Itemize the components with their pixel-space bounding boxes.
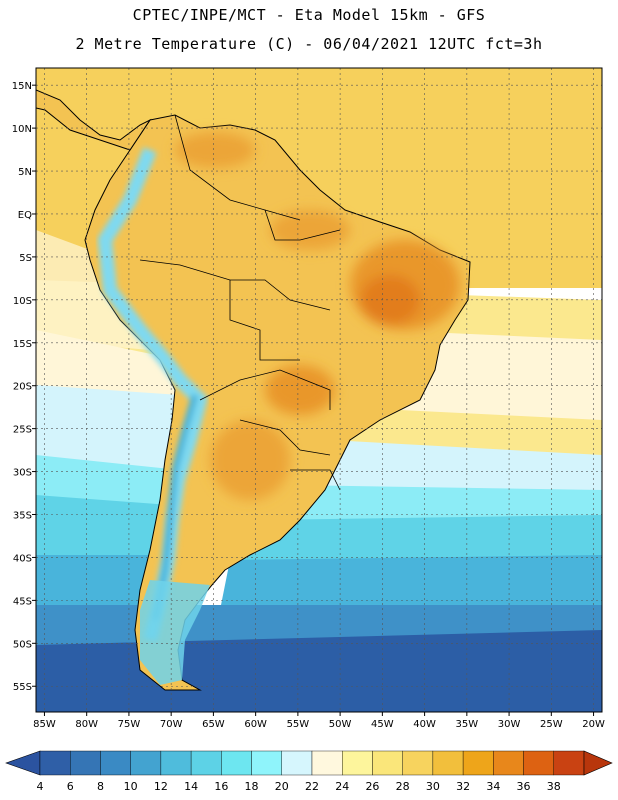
legend-tick-label: 24: [335, 780, 349, 793]
temperature-map[interactable]: 15N 10N 5N EQ 5S 10S 15S 20S 25S 30S 35S 40S 45S 50S 5…: [0, 60, 618, 742]
legend-tick-label: 32: [456, 780, 470, 793]
legend-tick-label: 28: [396, 780, 410, 793]
lon-tick-label: 30W: [498, 719, 521, 730]
chart-title: CPTEC/INPE/MCT - Eta Model 15km - GFS: [132, 6, 486, 24]
legend-swatch: [342, 750, 373, 776]
legend-swatch: [372, 750, 403, 776]
lat-tick-label: 5S: [19, 253, 32, 264]
lon-tick-label: 35W: [456, 719, 479, 730]
legend-swatch: [553, 750, 585, 776]
andes-cold-spine: [97, 147, 208, 642]
legend-swatch: [160, 750, 192, 776]
legend-swatch: [221, 750, 252, 776]
legend-swatch: [39, 750, 71, 776]
color-legend: 4 6 8 10 12 14 16 18 20 22 24 26 28 30 32 34 36 38: [5, 750, 613, 793]
legend-tick-label: 12: [154, 780, 168, 793]
legend-tick-label: 16: [214, 780, 228, 793]
lat-tick-label: 15N: [12, 81, 32, 92]
legend-swatch: [311, 750, 343, 776]
legend-swatch: [402, 750, 434, 776]
legend-tick-label: 10: [124, 780, 138, 793]
legend-swatch: [462, 750, 494, 776]
lat-tick-label: 15S: [13, 339, 32, 350]
legend-tick-label: 18: [245, 780, 259, 793]
lat-tick-label: 20S: [13, 382, 32, 393]
lon-tick-label: 50W: [329, 719, 352, 730]
lon-tick-label: 40W: [413, 719, 436, 730]
lat-tick-label: 45S: [13, 596, 32, 607]
lat-tick-label: 50S: [13, 639, 32, 650]
legend-arrow-low: [5, 750, 41, 776]
lat-tick-label: 35S: [13, 511, 32, 522]
lat-tick-label: 40S: [13, 553, 32, 564]
legend-swatch: [493, 750, 524, 776]
legend-tick-label: 30: [426, 780, 440, 793]
lon-tick-label: 25W: [540, 719, 563, 730]
chart-subtitle: 2 Metre Temperature (C) - 06/04/2021 12U…: [75, 35, 543, 53]
lon-tick-label: 20W: [582, 719, 605, 730]
legend-tick-label: 26: [365, 780, 379, 793]
legend-tick-label: 20: [275, 780, 289, 793]
lon-tick-label: 75W: [118, 719, 141, 730]
legend-arrow-high: [583, 750, 613, 776]
lon-tick-label: 45W: [371, 719, 394, 730]
lat-tick-label: 55S: [13, 682, 32, 693]
country-borders: [139, 114, 341, 491]
legend-swatch: [251, 750, 282, 776]
legend-swatch: [523, 750, 554, 776]
legend-tick-label: 38: [547, 780, 561, 793]
lon-tick-label: 80W: [75, 719, 98, 730]
lat-tick-label: 10S: [13, 296, 32, 307]
lat-tick-label: 30S: [13, 468, 32, 479]
lon-tick-label: 70W: [160, 719, 183, 730]
central-america-land: [36, 89, 152, 151]
latitude-axis: 15N 10N 5N EQ 5S 10S 15S 20S 25S 30S 35S 40S 45S 50S 5…: [12, 81, 36, 693]
lat-tick-label: 10N: [12, 124, 32, 135]
lon-tick-label: 85W: [33, 719, 56, 730]
longitude-axis: 85W 80W 75W 70W 65W 60W 55W 50W 45W 40W 35W 30W 25W 2…: [33, 712, 605, 730]
lat-tick-label: 25S: [13, 425, 32, 436]
ocean-band-mid: [36, 555, 602, 610]
map-frame: [35, 67, 603, 713]
legend-swatch: [70, 750, 101, 776]
legend-swatch: [281, 750, 313, 776]
legend-tick-label: 4: [37, 780, 44, 793]
legend-tick-label: 34: [486, 780, 500, 793]
lon-tick-label: 60W: [244, 719, 267, 730]
legend-tick-label: 22: [305, 780, 319, 793]
legend-swatch: [130, 750, 162, 776]
gridlines: [36, 68, 602, 712]
legend-tick-label: 14: [184, 780, 198, 793]
legend-tick-label: 36: [517, 780, 531, 793]
lon-tick-label: 55W: [287, 719, 310, 730]
ocean-band-cyan: [36, 495, 602, 565]
map-field: [36, 68, 602, 712]
legend-tick-label: 8: [97, 780, 104, 793]
lat-tick-label: EQ: [18, 210, 32, 221]
hot-regions: [175, 132, 460, 500]
lat-tick-label: 5N: [18, 167, 32, 178]
legend-tick-label: 6: [67, 780, 74, 793]
legend-swatch: [100, 750, 131, 776]
lon-tick-label: 65W: [202, 719, 225, 730]
legend-swatch: [432, 750, 464, 776]
legend-swatch: [190, 750, 222, 776]
patagonia-cool: [140, 580, 210, 685]
